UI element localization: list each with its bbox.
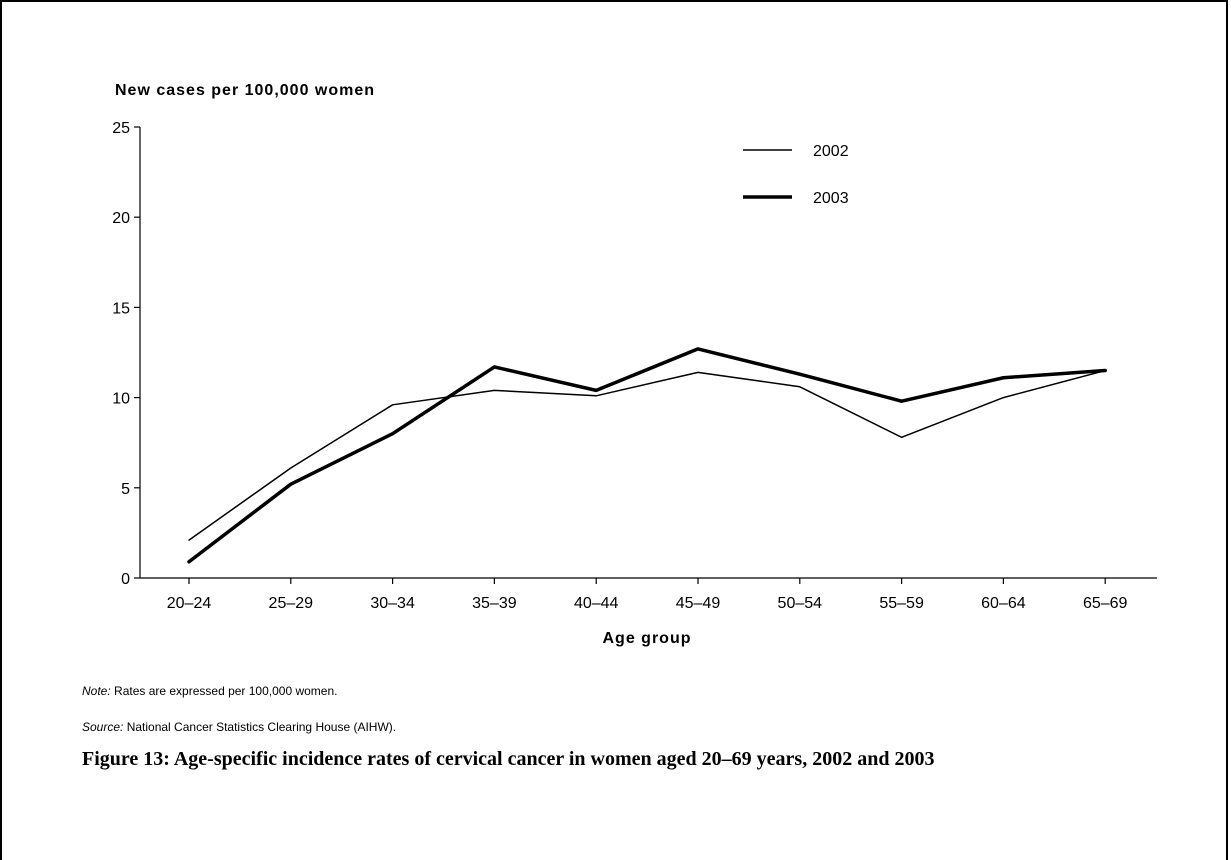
x-tick-label: 35–39 — [472, 595, 517, 612]
x-tick-label: 20–24 — [167, 595, 212, 612]
source-label: Source: — [82, 720, 124, 734]
x-tick-label: 60–64 — [981, 595, 1026, 612]
series-lines — [187, 347, 1107, 564]
source-text: National Cancer Statistics Clearing Hous… — [123, 720, 397, 734]
note-text: Rates are expressed per 100,000 women. — [110, 684, 338, 698]
x-tick-label: 55–59 — [879, 595, 924, 612]
note-label: Note: — [82, 684, 111, 698]
y-tick-label: 10 — [112, 391, 130, 408]
y-tick-label: 5 — [121, 481, 130, 498]
chart-note: Note: Rates are expressed per 100,000 wo… — [82, 684, 338, 698]
legend-label-2003: 2003 — [813, 190, 849, 207]
legend: 2002 2003 — [743, 143, 849, 207]
x-tick-label: 45–49 — [676, 595, 721, 612]
y-tick-label: 25 — [112, 120, 130, 137]
chart-source: Source: National Cancer Statistics Clear… — [82, 720, 396, 734]
x-tick-label: 30–34 — [370, 595, 415, 612]
legend-label-2002: 2002 — [813, 143, 849, 160]
x-tick-label: 40–44 — [574, 595, 619, 612]
x-tick-label: 25–29 — [269, 595, 314, 612]
x-tick-label: 50–54 — [778, 595, 823, 612]
x-tick-label: 65–69 — [1083, 595, 1128, 612]
y-tick-label: 0 — [121, 571, 130, 588]
line-chart: New cases per 100,000 women Age group 0 5… — [112, 82, 1157, 647]
axes: 0 5 10 15 20 25 20–24 25–29 30–34 35–39 40–44 45–49… — [112, 120, 1157, 612]
series-line-2002 — [188, 369, 1106, 541]
y-tick-label: 20 — [112, 210, 130, 227]
y-tick-label: 15 — [112, 300, 130, 317]
figure-caption: Figure 13: Age-specific incidence rates … — [82, 748, 935, 770]
y-axis-label: New cases per 100,000 women — [115, 82, 375, 99]
series-line-2003 — [187, 347, 1107, 564]
x-axis-label: Age group — [603, 630, 692, 647]
